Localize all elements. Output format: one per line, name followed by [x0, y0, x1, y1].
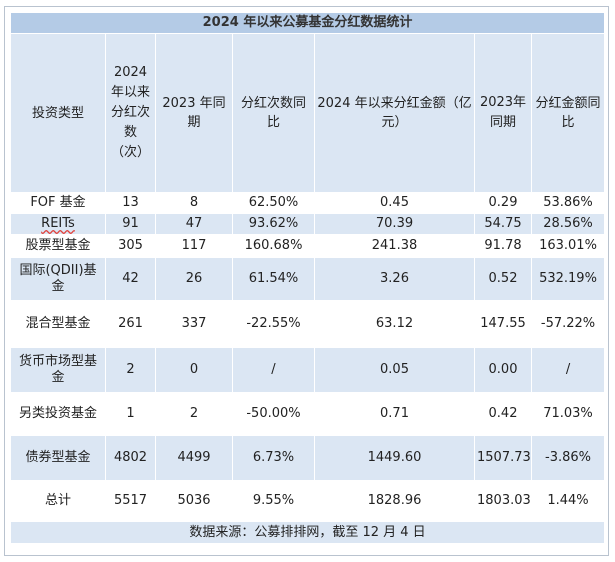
- data-cell: 1507.73: [474, 435, 532, 481]
- data-cell: 2: [105, 347, 156, 393]
- table-row: 总计 5517 5036 9.55% 1828.96 1803.03 1.44%: [10, 480, 606, 522]
- data-cell: 261: [105, 300, 156, 348]
- data-cell: 1449.60: [314, 435, 475, 481]
- data-cell: 305: [105, 234, 156, 258]
- data-cell: 28.56%: [530, 213, 606, 235]
- data-cell: 53.86%: [530, 192, 606, 214]
- data-cell: 91: [105, 213, 156, 235]
- header-cell: 2023年同期: [474, 33, 532, 193]
- table-row: 货币市场型基金 2 0/0.05 0.00/: [10, 347, 606, 393]
- data-cell: 5517: [105, 480, 156, 522]
- table-row: 债券型基金 4802 4499 6.73% 1449.60 1507.73 -3.86%: [10, 435, 606, 481]
- data-cell: -22.55%: [232, 300, 315, 348]
- data-cell: 47: [155, 213, 233, 235]
- data-cell: 26: [155, 257, 233, 301]
- table-row: 股票型基金 305 117 160.68% 241.38 91.78 163.01%: [10, 234, 606, 258]
- table-title: 2024 年以来公募基金分红数据统计: [9, 12, 606, 34]
- fund-dividend-table: 2024 年以来公募基金分红数据统计 投资类型 2024年以来分红次数（次） 2…: [9, 12, 606, 544]
- table-row: 混合型基金 261 337 -22.55% 63.12 147.55 -57.22%: [10, 300, 606, 348]
- data-cell: 61.54%: [232, 257, 315, 301]
- row-label-cell: REITs: [10, 213, 106, 235]
- data-cell: 54.75: [474, 213, 532, 235]
- header-cell: 投资类型: [10, 33, 106, 193]
- data-cell: 71.03%: [530, 392, 606, 436]
- data-cell: 1.44%: [530, 480, 606, 522]
- data-cell: 42: [105, 257, 156, 301]
- table-title-row: 2024 年以来公募基金分红数据统计: [9, 12, 606, 34]
- data-cell: /: [530, 347, 606, 393]
- row-label-cell: 货币市场型基金: [10, 347, 106, 393]
- data-cell: 532.19%: [530, 257, 606, 301]
- header-cell: 分红金额同比: [530, 33, 606, 193]
- table-row: 国际(QDII)基金 42 26 61.54% 3.26 0.52 532.19%: [10, 257, 606, 301]
- table-body: FOF 基金 13 8 62.50% 0.45 0.29 53.86% REITs 91 47 93…: [10, 192, 606, 522]
- data-cell: 0.42: [474, 392, 532, 436]
- header-cell: 分红次数同比: [232, 33, 315, 193]
- data-cell: 0.00: [474, 347, 532, 393]
- source-row: 数据来源：公募排排网，截至 12 月 4 日: [9, 521, 606, 544]
- data-cell: /: [232, 347, 315, 393]
- data-cell: 0.52: [474, 257, 532, 301]
- data-cell: 2: [155, 392, 233, 436]
- table-row: REITs 91 47 93.62% 70.39 54.75 28.56%: [10, 213, 606, 235]
- row-label-cell: 另类投资基金: [10, 392, 106, 436]
- data-cell: 337: [155, 300, 233, 348]
- data-cell: 0.45: [314, 192, 475, 214]
- header-cell: 2024年以来分红次数（次）: [105, 33, 156, 193]
- row-label-cell: 国际(QDII)基金: [10, 257, 106, 301]
- data-cell: 8: [155, 192, 233, 214]
- data-cell: 6.73%: [232, 435, 315, 481]
- data-cell: 147.55: [474, 300, 532, 348]
- data-cell: 117: [155, 234, 233, 258]
- header-cell: 2023 年同期: [155, 33, 233, 193]
- data-cell: 91.78: [474, 234, 532, 258]
- data-cell: 62.50%: [232, 192, 315, 214]
- data-cell: 1803.03: [474, 480, 532, 522]
- data-cell: -50.00%: [232, 392, 315, 436]
- table-row: 另类投资基金 1 2 -50.00% 0.71 0.42 71.03%: [10, 392, 606, 436]
- data-cell: 13: [105, 192, 156, 214]
- data-cell: 241.38: [314, 234, 475, 258]
- data-cell: 1828.96: [314, 480, 475, 522]
- header-row: 投资类型 2024年以来分红次数（次） 2023 年同期 分红次数同比 2024…: [10, 33, 606, 193]
- data-cell: 3.26: [314, 257, 475, 301]
- row-label-cell: 债券型基金: [10, 435, 106, 481]
- row-label-cell: FOF 基金: [10, 192, 106, 214]
- data-cell: 0.05: [314, 347, 475, 393]
- data-cell: 0: [155, 347, 233, 393]
- data-cell: 70.39: [314, 213, 475, 235]
- data-cell: 63.12: [314, 300, 475, 348]
- header-cell: 2024 年以来分红金额（亿元）: [314, 33, 475, 193]
- data-cell: 0.29: [474, 192, 532, 214]
- data-cell: 93.62%: [232, 213, 315, 235]
- data-cell: 4499: [155, 435, 233, 481]
- data-cell: 160.68%: [232, 234, 315, 258]
- data-cell: 5036: [155, 480, 233, 522]
- data-cell: -57.22%: [530, 300, 606, 348]
- data-cell: 163.01%: [530, 234, 606, 258]
- data-cell: 0.71: [314, 392, 475, 436]
- row-label-cell: 总计: [10, 480, 106, 522]
- source-note: 数据来源：公募排排网，截至 12 月 4 日: [9, 521, 606, 544]
- row-label-cell: 混合型基金: [10, 300, 106, 348]
- data-cell: -3.86%: [530, 435, 606, 481]
- row-label-cell: 股票型基金: [10, 234, 106, 258]
- table-row: FOF 基金 13 8 62.50% 0.45 0.29 53.86%: [10, 192, 606, 214]
- data-cell: 4802: [105, 435, 156, 481]
- data-cell: 9.55%: [232, 480, 315, 522]
- data-cell: 1: [105, 392, 156, 436]
